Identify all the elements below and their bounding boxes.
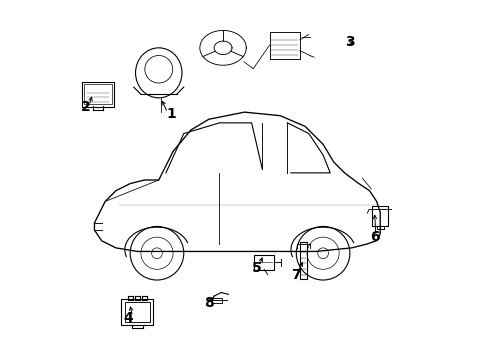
Text: 3: 3 — [345, 36, 354, 49]
Text: 7: 7 — [291, 268, 301, 282]
Text: 4: 4 — [123, 311, 133, 324]
Text: 2: 2 — [81, 100, 90, 114]
Text: 1: 1 — [166, 107, 176, 121]
Text: 8: 8 — [203, 296, 213, 310]
Text: 5: 5 — [252, 261, 262, 275]
Text: 6: 6 — [369, 230, 379, 244]
